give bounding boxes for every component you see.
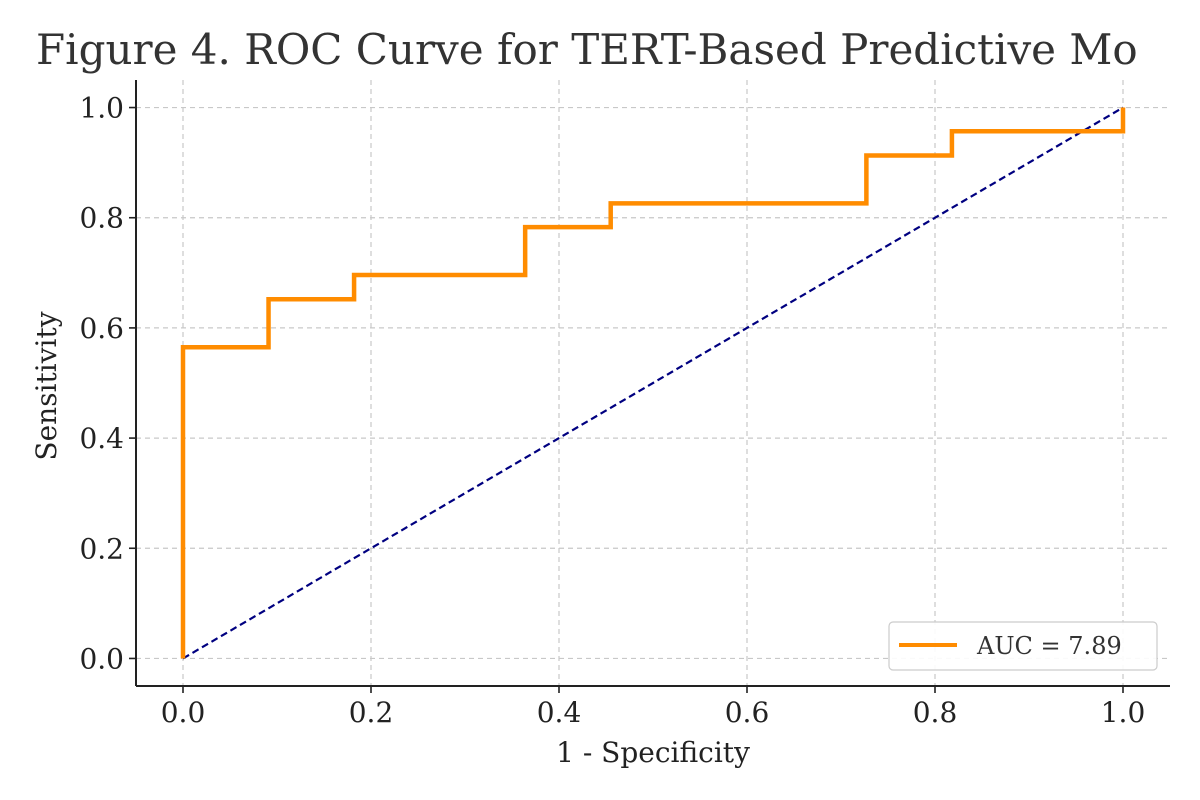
y-tick-label: 0.6: [79, 312, 124, 345]
x-axis-label: 1 - Specificity: [556, 736, 750, 769]
x-tick-label: 0.0: [161, 696, 206, 729]
y-tick-label: 0.2: [79, 532, 124, 565]
y-tick-label: 0.0: [79, 642, 124, 675]
y-tick-label: 0.8: [79, 202, 124, 235]
x-tick-label: 0.4: [537, 696, 582, 729]
x-tick-label: 0.8: [913, 696, 958, 729]
x-tick-label: 1.0: [1101, 696, 1146, 729]
grid: [136, 80, 1170, 686]
y-axis-label: Sensitivity: [30, 311, 63, 460]
roc-curve-line: [180, 107, 1126, 659]
y-axis-ticks: 0.0 0.2 0.4 0.6 0.8 1.0: [79, 92, 136, 675]
y-tick-label: 0.4: [79, 422, 124, 455]
x-tick-label: 0.2: [349, 696, 394, 729]
chart-title: Figure 4. ROC Curve for TERT-Based Predi…: [36, 25, 1138, 74]
x-axis-ticks: 0.0 0.2 0.4 0.6 0.8 1.0: [161, 686, 1146, 729]
x-tick-label: 0.6: [725, 696, 770, 729]
legend: AUC = 7.89: [888, 621, 1158, 671]
plot-area: [180, 106, 1126, 660]
legend-box: [888, 621, 1158, 671]
legend-label-auc: AUC = 7.89: [976, 632, 1122, 660]
y-tick-label: 1.0: [79, 92, 124, 125]
chance-diagonal-line: [182, 106, 1124, 660]
